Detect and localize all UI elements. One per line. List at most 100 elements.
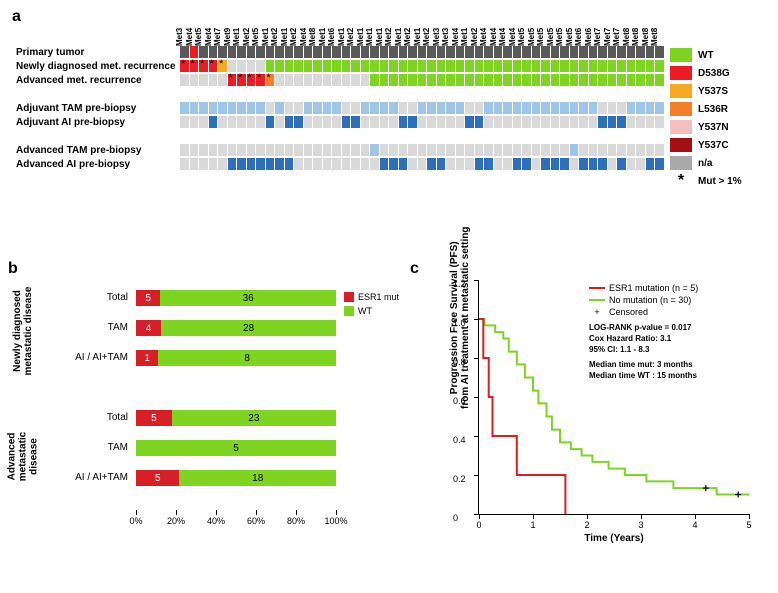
grid-cell	[484, 46, 493, 58]
grid-cell	[228, 158, 237, 170]
grid-cell	[351, 144, 360, 156]
grid-cell	[389, 116, 398, 128]
grid-cell	[437, 46, 446, 58]
grid-cell	[646, 158, 655, 170]
column-label: Met4	[451, 28, 460, 46]
grid-cell	[361, 102, 370, 114]
grid-cell	[380, 116, 389, 128]
grid-cell	[589, 60, 598, 72]
grid-cell: *	[209, 60, 218, 72]
grid-cell	[503, 46, 512, 58]
heatmap-grid: **********	[180, 46, 665, 172]
grid-cell	[598, 144, 607, 156]
x-axis-label: Time (Years)	[584, 533, 643, 544]
grid-cell	[180, 116, 189, 128]
grid-cell	[541, 74, 550, 86]
grid-cell	[294, 144, 303, 156]
grid-cell	[541, 144, 550, 156]
grid-cell	[342, 74, 351, 86]
grid-cell	[484, 60, 493, 72]
grid-cell	[589, 102, 598, 114]
stacked-bar: 18	[136, 350, 336, 366]
grid-cell	[570, 102, 579, 114]
grid-cell	[551, 74, 560, 86]
grid-cell	[180, 144, 189, 156]
grid-cell	[228, 46, 237, 58]
grid-cell	[199, 74, 208, 86]
grid-cell	[532, 158, 541, 170]
grid-cell	[256, 60, 265, 72]
grid-cell	[465, 46, 474, 58]
grid-cell	[218, 116, 227, 128]
row-label: Primary tumor	[16, 46, 176, 60]
grid-cell	[503, 60, 512, 72]
column-label: Met4	[489, 28, 498, 46]
grid-cell	[456, 74, 465, 86]
grid-cell	[237, 158, 246, 170]
grid-cell	[551, 158, 560, 170]
grid-cell	[256, 46, 265, 58]
grid-cell	[475, 102, 484, 114]
grid-cell	[199, 158, 208, 170]
grid-cell: *	[237, 74, 246, 86]
grid-cell	[608, 60, 617, 72]
grid-cell	[285, 144, 294, 156]
column-label: Met9	[223, 28, 232, 46]
column-label: Met1	[356, 28, 365, 46]
grid-cell	[399, 158, 408, 170]
grid-cell	[522, 116, 531, 128]
grid-cell	[560, 102, 569, 114]
grid-cell	[446, 144, 455, 156]
grid-cell	[275, 116, 284, 128]
grid-cell	[522, 46, 531, 58]
grid-cell	[209, 102, 218, 114]
grid-cell	[228, 116, 237, 128]
grid-cell	[560, 74, 569, 86]
grid-cell: *	[180, 60, 189, 72]
column-label: Met8	[631, 28, 640, 46]
grid-cell	[636, 74, 645, 86]
legend-item: n/a	[670, 154, 742, 172]
panel-a-label: a	[12, 8, 21, 26]
grid-cell	[627, 74, 636, 86]
grid-cell	[627, 46, 636, 58]
grid-cell	[427, 144, 436, 156]
grid-cell: *	[218, 60, 227, 72]
grid-cell	[380, 158, 389, 170]
column-label: Met6	[327, 28, 336, 46]
grid-cell	[247, 102, 256, 114]
grid-cell	[627, 116, 636, 128]
grid-cell	[323, 144, 332, 156]
column-label: Met2	[242, 28, 251, 46]
grid-row	[180, 102, 665, 116]
grid-cell	[437, 102, 446, 114]
grid-cell	[522, 144, 531, 156]
grid-cell	[351, 158, 360, 170]
grid-cell	[418, 144, 427, 156]
grid-cell	[389, 158, 398, 170]
grid-cell	[608, 116, 617, 128]
grid-cell	[532, 46, 541, 58]
grid-cell	[228, 60, 237, 72]
grid-cell	[228, 102, 237, 114]
grid-cell	[199, 46, 208, 58]
grid-cell	[598, 158, 607, 170]
grid-cell	[380, 60, 389, 72]
column-label: Met4	[204, 28, 213, 46]
grid-cell	[304, 46, 313, 58]
grid-cell	[209, 158, 218, 170]
grid-cell	[627, 144, 636, 156]
grid-cell	[560, 158, 569, 170]
panel-a-legend: WTD538GY537SL536RY537NY537Cn/a*Mut > 1%	[670, 46, 742, 190]
grid-cell	[465, 158, 474, 170]
grid-cell	[475, 74, 484, 86]
grid-cell	[551, 102, 560, 114]
group-label: Advanced metastaticdisease	[7, 412, 40, 502]
grid-cell	[465, 60, 474, 72]
grid-cell	[532, 60, 541, 72]
column-label: Met4	[479, 28, 488, 46]
grid-cell	[389, 74, 398, 86]
grid-cell	[199, 116, 208, 128]
grid-cell	[617, 60, 626, 72]
grid-cell	[342, 60, 351, 72]
